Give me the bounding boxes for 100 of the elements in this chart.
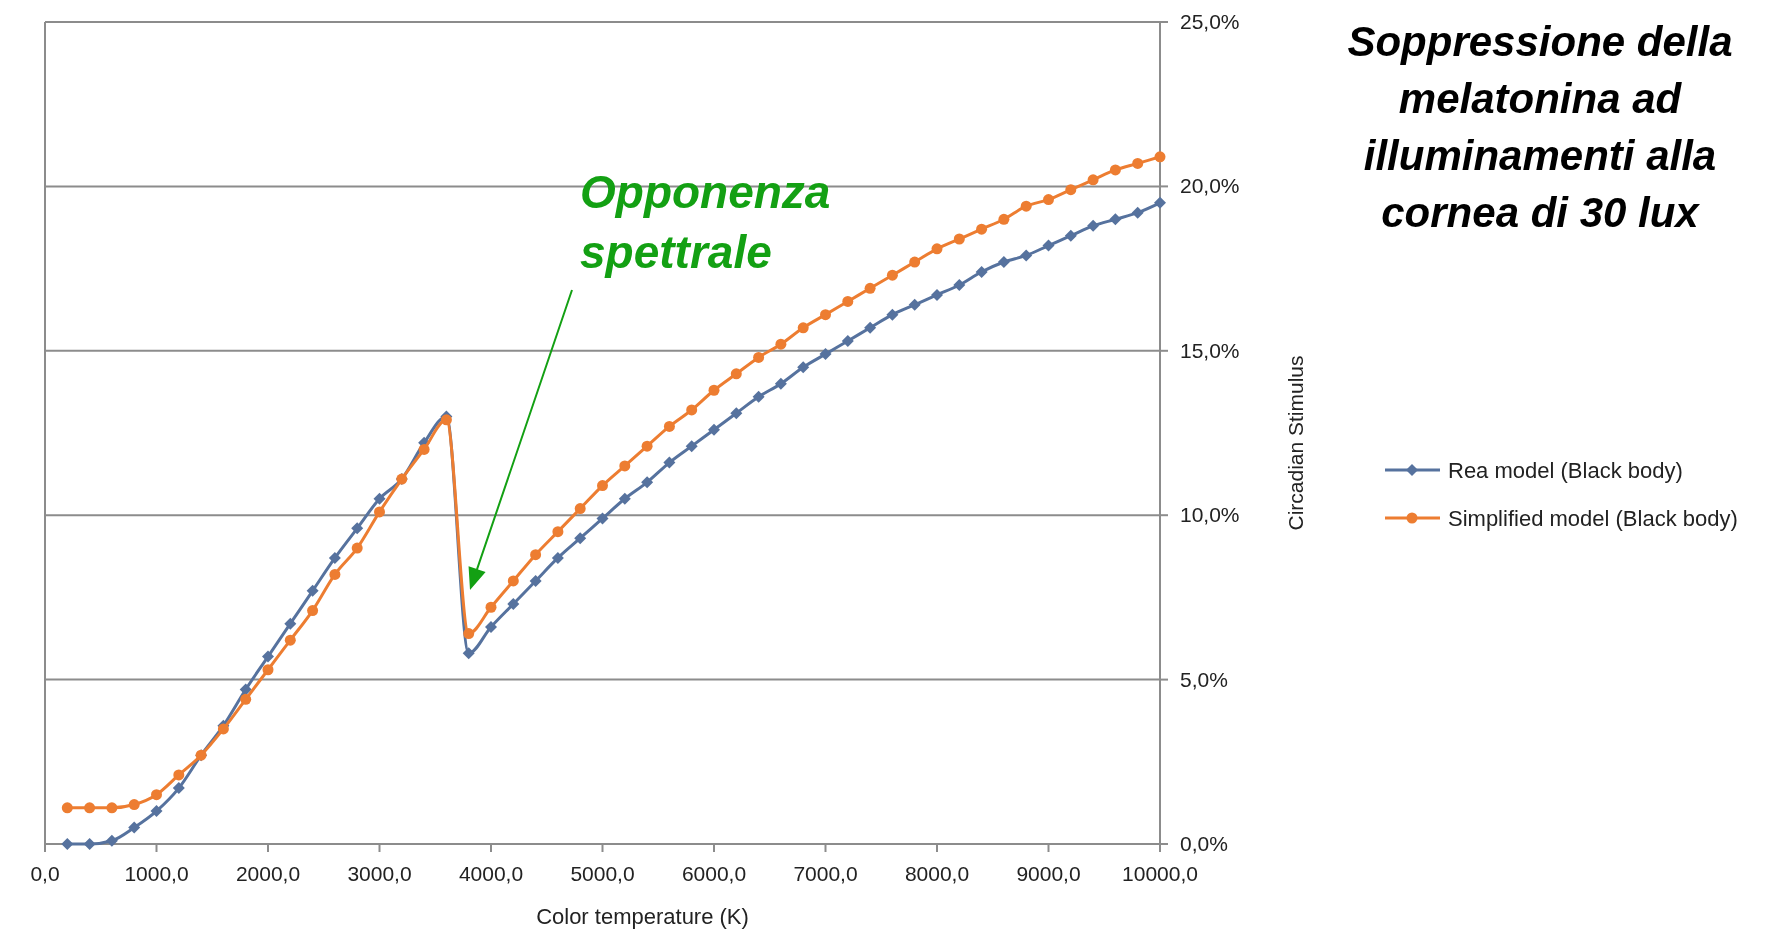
point bbox=[686, 404, 698, 416]
y-tick-label: 5,0% bbox=[1180, 667, 1228, 691]
point bbox=[886, 308, 899, 321]
point bbox=[240, 693, 252, 705]
x-tick-label: 0,0 bbox=[30, 862, 60, 885]
point bbox=[128, 821, 141, 834]
point bbox=[841, 334, 854, 347]
point bbox=[819, 348, 832, 361]
x-tick-label: 7000,0 bbox=[793, 862, 858, 885]
point bbox=[820, 309, 831, 321]
point bbox=[373, 492, 386, 505]
point bbox=[1042, 239, 1055, 252]
x-tick-label: 1000,0 bbox=[124, 862, 189, 885]
point bbox=[663, 456, 676, 469]
point bbox=[752, 390, 765, 403]
point bbox=[730, 407, 743, 420]
point bbox=[753, 351, 765, 363]
point bbox=[797, 322, 809, 334]
point bbox=[173, 769, 185, 781]
point bbox=[262, 664, 274, 676]
y-axis-title: Circadian Stimulus bbox=[1284, 355, 1307, 531]
point bbox=[842, 295, 854, 307]
annotation: Opponenza spettrale bbox=[580, 166, 831, 278]
point bbox=[351, 522, 364, 535]
point bbox=[708, 384, 720, 396]
x-tick-label: 4000,0 bbox=[458, 862, 524, 885]
point bbox=[61, 802, 73, 814]
point bbox=[1087, 219, 1100, 232]
point bbox=[574, 503, 586, 515]
x-axis-title: Color temperature (K) bbox=[536, 904, 749, 929]
point bbox=[106, 802, 118, 814]
point bbox=[262, 650, 274, 663]
point bbox=[440, 414, 452, 426]
point bbox=[351, 542, 363, 554]
point bbox=[886, 269, 898, 281]
text: Soppressione della melatonina ad illuminamenti alla cornea di 30 lux bbox=[1347, 18, 1733, 236]
point bbox=[306, 584, 319, 597]
x-tick-label: 2000,0 bbox=[235, 862, 301, 885]
point bbox=[574, 532, 587, 545]
point bbox=[485, 601, 497, 613]
point bbox=[1020, 249, 1033, 262]
point bbox=[708, 423, 720, 436]
point bbox=[663, 420, 675, 432]
point bbox=[1065, 184, 1077, 196]
point bbox=[105, 834, 118, 847]
point bbox=[462, 647, 475, 660]
point bbox=[329, 568, 341, 580]
point bbox=[1020, 200, 1032, 212]
x-tick-label: 9000,0 bbox=[1016, 862, 1081, 885]
point bbox=[463, 628, 475, 640]
point bbox=[217, 723, 229, 735]
point bbox=[84, 802, 96, 814]
point bbox=[909, 256, 921, 268]
point bbox=[507, 575, 519, 587]
point bbox=[1109, 164, 1121, 176]
point bbox=[1087, 174, 1099, 186]
point bbox=[374, 506, 385, 518]
point bbox=[1043, 194, 1054, 206]
point bbox=[864, 321, 877, 334]
point bbox=[931, 288, 943, 301]
point bbox=[864, 282, 876, 294]
x-tick-label: 3000,0 bbox=[347, 862, 412, 885]
point bbox=[618, 492, 631, 505]
point bbox=[151, 789, 162, 801]
y-tick-label: 20,0% bbox=[1180, 174, 1240, 198]
point bbox=[507, 597, 520, 610]
point bbox=[953, 279, 966, 292]
point bbox=[998, 213, 1010, 225]
x-tick-label: 10000,0 bbox=[1122, 862, 1198, 885]
point bbox=[529, 574, 542, 587]
legend-label: Rea model (Black body) bbox=[1448, 458, 1683, 483]
point bbox=[485, 620, 497, 633]
point bbox=[775, 338, 787, 350]
point bbox=[530, 549, 542, 561]
point bbox=[931, 243, 943, 255]
legend-label: Simplified model (Black body) bbox=[1448, 506, 1738, 531]
point bbox=[596, 512, 609, 525]
point bbox=[975, 265, 988, 278]
point bbox=[641, 476, 654, 489]
y-tick-label: 0,0% bbox=[1180, 832, 1228, 855]
y-tick-label: 15,0% bbox=[1180, 338, 1240, 362]
point bbox=[1154, 151, 1166, 163]
point bbox=[730, 368, 742, 380]
point bbox=[552, 526, 564, 538]
x-tick-label: 8000,0 bbox=[904, 862, 970, 885]
point bbox=[953, 233, 965, 245]
point bbox=[1154, 196, 1166, 209]
point bbox=[150, 805, 163, 818]
point bbox=[797, 361, 810, 374]
x-tick-label: 6000,0 bbox=[681, 862, 747, 885]
point bbox=[774, 377, 787, 390]
point bbox=[1132, 157, 1144, 169]
point bbox=[128, 799, 140, 811]
point bbox=[1131, 206, 1144, 219]
y-tick-label: 10,0% bbox=[1180, 503, 1240, 527]
point bbox=[1064, 229, 1077, 242]
point bbox=[551, 551, 564, 564]
x-tick-label: 5000,0 bbox=[570, 862, 635, 885]
point bbox=[172, 782, 185, 795]
point bbox=[619, 460, 631, 472]
